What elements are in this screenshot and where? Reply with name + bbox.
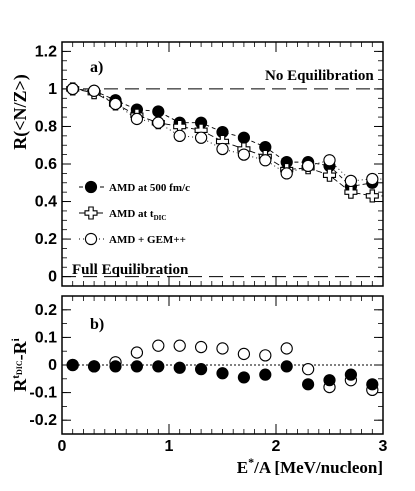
series-2-point-1 [87, 84, 101, 97]
series-1-point-13 [344, 185, 358, 199]
diff-series-0-point-14 [366, 378, 379, 391]
series-2-point-8 [237, 148, 251, 161]
diff-series-0-point-0 [66, 358, 79, 372]
series-2-point-12 [323, 154, 336, 167]
y-label-sup-t: t [10, 375, 22, 379]
diff-series-0-point-9 [259, 368, 272, 381]
y-label-sup-i: i [10, 338, 22, 341]
series-0-line [72, 88, 373, 188]
legend-label-2: AMD + GEM++ [109, 234, 186, 246]
panel-b-x-ticks: 0 1 2 3 [58, 296, 388, 455]
diff-series-0-point-13 [344, 368, 357, 381]
panel-b-y-tick-label-1: -0.1 [29, 385, 57, 402]
panel-a-y-tick-label-5: 1 [48, 81, 57, 98]
panel-b-y-tick-label-2: 0 [48, 357, 57, 374]
panel-a-y-axis-label: R(<N/Z>) [10, 74, 31, 150]
panel-a-series [66, 82, 383, 203]
diff-series-0-point-7 [216, 367, 229, 380]
series-2-point-5 [173, 129, 186, 142]
x-label-rest: /A [MeV/nucleon] [253, 458, 383, 477]
x-tick-label-0: 0 [58, 438, 67, 455]
panel-a-y-tick-label-2: 0.4 [35, 194, 57, 211]
x-tick-label-3: 3 [379, 438, 388, 455]
panel-a-y-tick-label-1: 0.2 [35, 231, 57, 248]
x-label-e: E [237, 458, 248, 477]
diff-series-0-point-1 [88, 360, 101, 373]
series-2-point-11 [301, 159, 315, 173]
annotation-full-equilibration: Full Equilibration [72, 262, 189, 278]
panel-a-label: a) [90, 59, 103, 76]
x-tick-label-2: 2 [272, 438, 281, 455]
diff-series-1-point-7 [216, 342, 229, 355]
series-2-point-2 [109, 97, 122, 111]
diff-series-1-point-10 [280, 342, 293, 355]
legend-marker-1 [84, 206, 98, 220]
legend-label-1-sub: DIC [154, 214, 167, 222]
y-label-rest: -R [10, 340, 30, 360]
diff-series-1-point-9 [259, 349, 272, 362]
series-2-point-4 [152, 116, 165, 129]
annotation-no-equilibration: No Equilibration [265, 68, 374, 84]
diff-series-0 [66, 358, 379, 391]
panel-b-series [66, 339, 379, 396]
panel-b-label: b) [90, 316, 104, 333]
diff-series-1-point-5 [173, 339, 186, 352]
series-2-point-9 [259, 154, 272, 167]
diff-series-0-point-12 [323, 374, 336, 387]
diff-series-0-point-8 [237, 371, 250, 384]
series-2-point-0 [66, 82, 79, 96]
series-0-point-8 [237, 131, 250, 144]
series-0-point-4 [152, 105, 165, 118]
panel-b-y-ticks: -0.2 -0.1 0 0.1 0.2 [29, 302, 383, 429]
series-2-point-6 [194, 131, 208, 144]
series-2-point-14 [366, 172, 379, 186]
y-label-r: R [10, 378, 30, 392]
series-1-point-12 [322, 168, 337, 182]
series-2-line [72, 88, 373, 182]
diff-series-0-point-4 [152, 360, 165, 373]
panel-a-reference-lines [62, 88, 383, 278]
diff-series-0-point-5 [173, 361, 186, 374]
panel-a-y-ticks: 0 0.2 0.4 0.6 0.8 1 1.2 [35, 42, 384, 286]
panel-a-y-tick-label-6: 1.2 [35, 43, 57, 60]
svg-text:RtDIC-Ri: RtDIC-Ri [10, 338, 30, 391]
panel-a-y-tick-label-0: 0 [48, 269, 57, 286]
panel-b-y-tick-label-4: 0.2 [35, 302, 57, 319]
panel-a-y-tick-label-4: 0.8 [35, 118, 57, 135]
diff-series-1-point-4 [152, 339, 165, 352]
panel-a-y-tick-label-3: 0.6 [35, 156, 57, 173]
legend-marker-0 [84, 180, 98, 194]
diff-series-1-point-11 [301, 362, 315, 376]
panel-b-y-tick-label-3: 0.1 [35, 329, 57, 346]
diff-series-0-point-10 [280, 360, 293, 373]
series-2-point-13 [344, 174, 358, 188]
series-2-point-7 [216, 142, 229, 156]
series-2-point-3 [130, 112, 144, 126]
panel-b: -0.2 -0.1 0 0.1 0.2 0 1 2 3 b) RtDIC-Ri E*/A [M… [10, 295, 388, 477]
diff-series-0-point-2 [109, 360, 122, 373]
x-axis-label: E*/A [MeV/nucleon] [237, 455, 383, 477]
legend-marker-2 [84, 232, 98, 246]
x-label-star: * [248, 455, 254, 469]
diff-series-1-point-8 [237, 347, 251, 361]
y-label-sub-dic: DIC [15, 360, 24, 375]
diff-series-1-point-3 [130, 346, 144, 359]
diff-series-1-point-6 [194, 340, 208, 354]
series-1-point-14 [365, 189, 379, 203]
diff-series-0-point-6 [195, 363, 208, 376]
panel-b-y-tick-label-0: -0.2 [29, 412, 57, 429]
panel-a: 0 0.2 0.4 0.6 0.8 1 1.2 a) No Equilibration Fu… [10, 41, 384, 287]
x-tick-label-1: 1 [165, 438, 174, 455]
diff-series-0-point-3 [130, 360, 143, 373]
panel-b-y-axis-label: RtDIC-Ri [10, 338, 30, 391]
legend-label-1: AMD at tDIC [109, 208, 166, 222]
diff-series-0-point-11 [302, 378, 315, 391]
series-2-point-10 [280, 167, 293, 180]
legend: AMD at 500 fm/c AMD at tDIC AMD + GEM++ [79, 180, 190, 246]
series-2 [66, 82, 383, 188]
legend-label-0: AMD at 500 fm/c [109, 182, 190, 194]
